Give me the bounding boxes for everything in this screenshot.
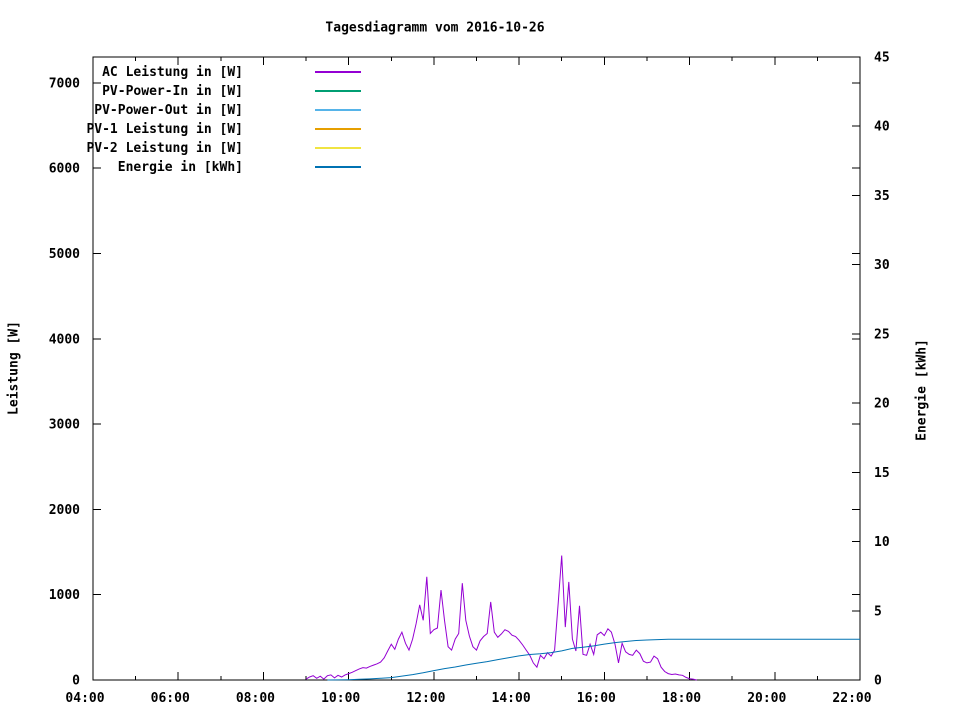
- series-energie-in-kwh: [327, 638, 860, 681]
- y-right-tick-label: 0: [874, 674, 882, 689]
- x-tick-label: 08:00: [236, 691, 275, 706]
- chart-title: Tagesdiagramm vom 2016-10-26: [325, 20, 545, 36]
- y-right-tick-label: 25: [874, 327, 890, 342]
- y-left-tick-label: 6000: [49, 162, 80, 177]
- y-right-tick-label: 15: [874, 466, 890, 481]
- x-tick-label: 20:00: [747, 691, 786, 706]
- y-right-tick-label: 10: [874, 535, 890, 550]
- y-axis-label-left: Leistung [W]: [6, 321, 22, 415]
- y-left-tick-label: 7000: [49, 76, 80, 91]
- y-axis-label-right: Energie [kWh]: [914, 339, 930, 441]
- x-tick-label: 06:00: [151, 691, 190, 706]
- y-right-tick-label: 5: [874, 604, 882, 619]
- x-tick-label: 04:00: [65, 691, 104, 706]
- y-left-tick-label: 5000: [49, 247, 80, 262]
- y-left-tick-label: 3000: [49, 418, 80, 433]
- x-tick-label: 16:00: [577, 691, 616, 706]
- y-left-tick-label: 1000: [49, 588, 80, 603]
- legend-label: PV-1 Leistung in [W]: [86, 122, 243, 137]
- series-ac-leistung-in-w: [305, 555, 697, 681]
- y-left-tick-label: 0: [72, 674, 80, 689]
- y-right-tick-label: 40: [874, 120, 890, 135]
- y-right-tick-label: 45: [874, 51, 890, 66]
- legend-label: PV-Power-Out in [W]: [94, 103, 243, 118]
- y-left-tick-label: 2000: [49, 503, 80, 518]
- legend-label: AC Leistung in [W]: [102, 65, 243, 80]
- x-tick-label: 10:00: [321, 691, 360, 706]
- x-tick-label: 12:00: [406, 691, 445, 706]
- legend-label: PV-Power-In in [W]: [102, 84, 243, 99]
- y-right-tick-label: 35: [874, 189, 890, 204]
- y-right-tick-label: 30: [874, 258, 890, 273]
- y-left-tick-label: 4000: [49, 332, 80, 347]
- y-right-tick-label: 20: [874, 397, 890, 412]
- legend-label: PV-2 Leistung in [W]: [86, 141, 243, 156]
- legend-label: Energie in [kWh]: [118, 160, 243, 175]
- x-tick-label: 14:00: [492, 691, 531, 706]
- x-tick-label: 18:00: [662, 691, 701, 706]
- x-tick-label: 22:00: [832, 691, 871, 706]
